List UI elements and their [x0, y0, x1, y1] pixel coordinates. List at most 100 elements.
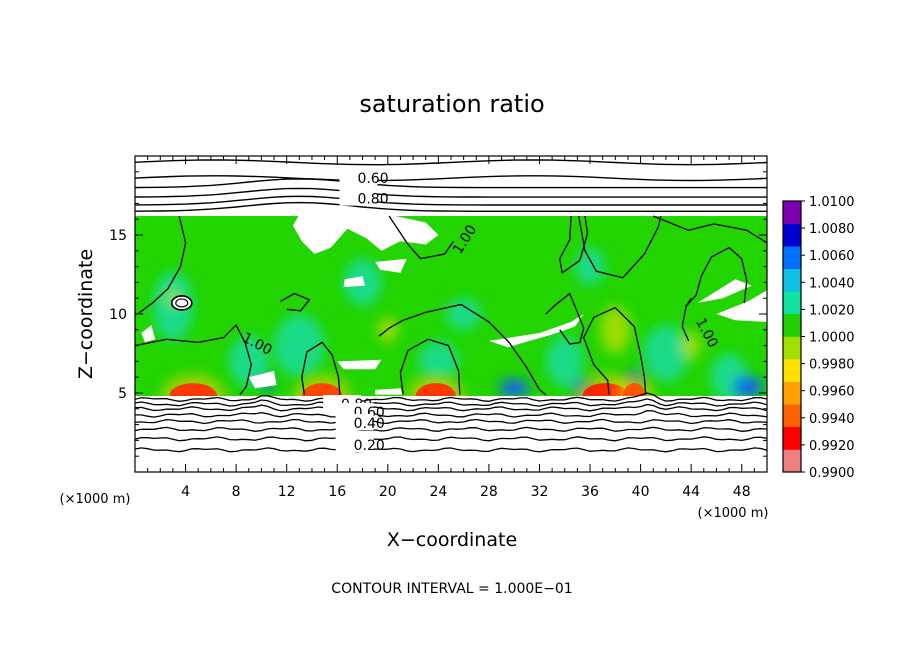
lower-contour-7 [135, 447, 767, 453]
white-patch-5 [716, 290, 767, 322]
mid-contour-1 [135, 324, 252, 396]
contour-label-bg-7 [335, 414, 374, 431]
x-axis-label: X−coordinate [387, 529, 517, 551]
mid-contour-5 [559, 215, 589, 275]
colorbar-swatch-1 [783, 426, 801, 450]
mid-contour-lines [135, 215, 767, 396]
x-tick-label-6: 28 [480, 484, 498, 500]
mid-contour-4 [378, 303, 547, 396]
mid-contour-11 [681, 297, 692, 342]
hotspot-core-0 [169, 383, 218, 396]
contour-label-0: 0.60 [357, 171, 388, 187]
y-tick-label-1: 10 [109, 307, 127, 323]
field-cyan-7 [643, 325, 689, 382]
colorbar-tick-label-7: 0.9960 [809, 385, 855, 400]
colorbar-tick-label-1: 1.0080 [809, 222, 855, 237]
lower-contour-3 [135, 410, 767, 418]
colorbar-swatch-4 [783, 359, 801, 382]
chart-title: saturation ratio [359, 90, 544, 118]
white-patch-8 [337, 359, 382, 370]
field-cyan-4 [418, 340, 459, 382]
colorbar-swatch-5 [783, 336, 801, 360]
x-tick-label-10: 44 [682, 484, 700, 500]
lower-contour-2 [135, 403, 767, 412]
field-cyan-5 [545, 336, 584, 387]
colorbar-tick-label-9: 0.9920 [809, 439, 855, 454]
lower-contour-6 [135, 436, 767, 442]
contour-label-bg-8 [335, 436, 374, 453]
mid-contour-13 [280, 292, 311, 312]
colorbar-swatch-9 [783, 246, 801, 270]
field-yellow-1 [600, 306, 631, 354]
mid-contour-0 [137, 215, 187, 315]
x-tick-label-0: 4 [181, 484, 190, 500]
white-patch-4 [488, 314, 584, 348]
colorbar-swatch-2 [783, 404, 801, 428]
mid-contour-2 [301, 341, 341, 395]
field-white-patches [141, 216, 767, 395]
mid-contour-6 [578, 215, 662, 279]
field-cyan-1 [228, 336, 269, 387]
colorbar-swatch-7 [783, 291, 801, 315]
field-yellow-3 [681, 332, 702, 359]
mid-contour-9 [652, 215, 767, 244]
x-tick-label-2: 12 [278, 484, 296, 500]
white-patch-3 [343, 276, 365, 288]
colorbar-tick-label-4: 1.0020 [809, 303, 855, 318]
closed-contour-cell [170, 295, 193, 311]
mid-contour-7 [545, 292, 585, 345]
colorbar-swatch-6 [783, 313, 801, 337]
field-cyan-6 [574, 247, 606, 286]
white-patch-10 [248, 370, 277, 389]
y-axis: 5 10 15 [109, 171, 767, 457]
contour-label-8: 0.20 [354, 438, 385, 454]
upper-contour-4 [135, 195, 767, 206]
field-hotspots [161, 374, 654, 396]
hotspot-core-2 [415, 383, 456, 396]
lower-contour-1 [135, 398, 767, 407]
colorbar-swatch-10 [783, 223, 801, 247]
y-axis-label: Z−coordinate [75, 249, 97, 379]
colorbar-tick-label-8: 0.9940 [809, 412, 855, 427]
colorbar-swatch-3 [783, 381, 801, 405]
colorbar-tick-label-0: 1.0100 [809, 195, 855, 210]
lower-contour-5 [135, 426, 767, 432]
white-patch-1 [368, 223, 420, 242]
white-patch-9 [375, 388, 403, 395]
upper-contour-5 [135, 201, 767, 212]
colorbar-tick-label-2: 1.0060 [809, 249, 855, 264]
closed-contour-core [175, 298, 189, 308]
contour-label-bg-0 [339, 169, 378, 186]
upper-contour-2 [135, 178, 767, 189]
mid-contour-3 [399, 338, 461, 395]
mid-contour-10 [685, 246, 748, 307]
upper-contour-lines [135, 159, 767, 212]
colorbar-tick-label-6: 0.9980 [809, 358, 855, 373]
colorbar-swatch-0 [783, 449, 801, 473]
contour-labels: 0.600.801.001.001.000.800.600.400.20 [239, 169, 721, 454]
contour-label-bg-1 [339, 189, 378, 206]
field-blue-2 [732, 375, 764, 396]
hotspot-core-1 [301, 383, 343, 396]
mid-contour-8 [582, 306, 647, 395]
x-axis: 4 8 12 16 20 24 28 32 36 40 44 48 [147, 156, 755, 500]
x-tick-label-4: 20 [379, 484, 397, 500]
colorbar: 1.0100 1.0080 1.0060 1.0040 1.0020 1.0000 0.99… [782, 195, 855, 481]
x-tick-label-5: 24 [429, 484, 447, 500]
colorbar-tick-label-5: 1.0000 [809, 331, 855, 346]
x-tick-label-9: 40 [632, 484, 650, 500]
upper-contour-3 [135, 187, 767, 198]
y-tick-label-0: 5 [118, 386, 127, 402]
lower-contour-4 [135, 418, 767, 425]
mid-contour-12 [388, 215, 455, 260]
hotspot-core-4 [622, 383, 646, 396]
contour-interval-note: CONTOUR INTERVAL = 1.000E−01 [331, 581, 572, 597]
x-units-right: (×1000 m) [698, 506, 769, 521]
field-cyan-2 [274, 314, 325, 378]
colorbar-swatch-8 [783, 268, 801, 292]
white-patch-7 [141, 325, 156, 343]
lower-contour-0 [135, 392, 767, 402]
colorbar-swatch-11 [783, 201, 801, 224]
upper-contour-1 [135, 175, 767, 182]
